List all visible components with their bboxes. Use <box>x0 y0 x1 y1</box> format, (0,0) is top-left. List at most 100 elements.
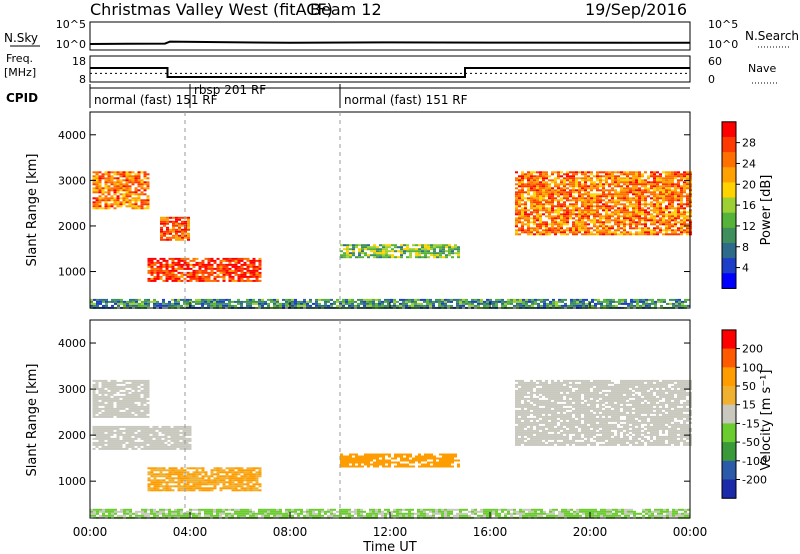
power-cell-4 <box>608 195 611 198</box>
velocity-cell-3 <box>403 459 406 462</box>
power-cell-2 <box>213 261 217 264</box>
power-cell-4 <box>644 219 647 222</box>
power-cell-5 <box>654 300 657 303</box>
velocity-cell-1 <box>134 425 138 428</box>
power-cell-5 <box>636 298 639 301</box>
power-cell-4 <box>593 225 596 228</box>
power-cell-4 <box>614 175 617 178</box>
power-cell-2 <box>171 269 175 272</box>
power-cell-0 <box>113 189 117 192</box>
power-cell-4 <box>548 209 551 212</box>
power-cell-5 <box>183 302 186 305</box>
power-cell-5 <box>492 302 495 305</box>
power-cell-4 <box>680 199 683 202</box>
velocity-cell-2 <box>153 467 157 470</box>
power-cell-1 <box>178 238 181 241</box>
power-cell-4 <box>545 171 548 174</box>
power-cell-4 <box>668 189 671 192</box>
velocity-cell-1 <box>152 433 156 436</box>
power-cell-4 <box>620 207 623 210</box>
power-cell-5 <box>477 302 480 305</box>
velocity-cell-4 <box>542 433 545 436</box>
power-cell-3 <box>385 246 388 249</box>
power-cell-5 <box>156 304 159 307</box>
power-cell-4 <box>515 219 518 222</box>
power-cell-4 <box>545 231 548 234</box>
power-cell-4 <box>617 207 620 210</box>
power-cell-5 <box>660 298 663 301</box>
velocity-cell-4 <box>548 417 551 420</box>
velocity-cell-0 <box>95 385 99 388</box>
power-cell-4 <box>524 209 527 212</box>
power-cell-0 <box>122 193 126 196</box>
velocity-cell-1 <box>146 441 150 444</box>
power-cell-4 <box>635 201 638 204</box>
power-cell-5 <box>327 298 330 301</box>
power-cell-5 <box>204 302 207 305</box>
velocity-cell-2 <box>171 471 175 474</box>
power-cell-2 <box>174 273 178 276</box>
velocity-cell-1 <box>173 429 177 432</box>
power-cell-0 <box>134 181 138 184</box>
power-cell-3 <box>379 252 382 255</box>
power-cell-1 <box>160 234 163 237</box>
power-cell-4 <box>524 211 527 214</box>
power-cell-5 <box>279 304 282 307</box>
power-cell-3 <box>445 244 448 247</box>
power-cell-4 <box>671 201 674 204</box>
power-cell-4 <box>641 233 644 236</box>
velocity-cell-2 <box>174 473 178 476</box>
power-cell-4 <box>554 191 557 194</box>
velocity-cell-4 <box>518 403 521 406</box>
power-cell-5 <box>339 300 342 303</box>
power-cell-4 <box>602 191 605 194</box>
power-cell-5 <box>171 302 174 305</box>
velocity-cell-2 <box>195 483 199 486</box>
power-cell-4 <box>530 227 533 230</box>
velocity-cell-3 <box>445 459 448 462</box>
power-cell-1 <box>187 220 190 223</box>
power-cell-5 <box>555 302 558 305</box>
velocity-cell-1 <box>176 439 180 442</box>
power-cell-3 <box>433 250 436 253</box>
power-cell-4 <box>521 191 524 194</box>
power-cell-4 <box>530 173 533 176</box>
power-cell-4 <box>605 181 608 184</box>
power-cell-0 <box>110 187 114 190</box>
power-cell-4 <box>572 177 575 180</box>
velocity-cell-3 <box>397 455 400 458</box>
power-cell-1 <box>166 238 169 241</box>
velocity-cell-1 <box>107 443 111 446</box>
power-cell-2 <box>252 261 256 264</box>
power-cell-5 <box>189 300 192 303</box>
power-cell-2 <box>237 269 241 272</box>
velocity-cell-0 <box>140 405 144 408</box>
power-cell-4 <box>593 199 596 202</box>
power-cell-5 <box>258 302 261 305</box>
velocity-cell-4 <box>554 387 557 390</box>
velocity-cell-3 <box>406 455 409 458</box>
power-cell-3 <box>421 244 424 247</box>
velocity-cell-0 <box>95 403 99 406</box>
power-cell-4 <box>602 223 605 226</box>
velocity-cell-2 <box>159 479 163 482</box>
power-cell-2 <box>252 271 256 274</box>
power-cell-4 <box>530 211 533 214</box>
power-cell-4 <box>569 189 572 192</box>
power-cell-4 <box>659 179 662 182</box>
velocity-cell-4 <box>545 413 548 416</box>
power-cell-4 <box>632 211 635 214</box>
velocity-cell-3 <box>343 463 346 466</box>
velocity-cell-1 <box>101 447 105 450</box>
power-cell-5 <box>546 302 549 305</box>
velocity-cell-4 <box>548 425 551 428</box>
power-cell-4 <box>521 193 524 196</box>
power-cell-4 <box>605 195 608 198</box>
power-cell-4 <box>596 185 599 188</box>
power-cell-4 <box>575 231 578 234</box>
power-cell-5 <box>387 298 390 301</box>
power-cell-4 <box>539 185 542 188</box>
power-cell-2 <box>195 273 199 276</box>
power-cell-4 <box>656 171 659 174</box>
